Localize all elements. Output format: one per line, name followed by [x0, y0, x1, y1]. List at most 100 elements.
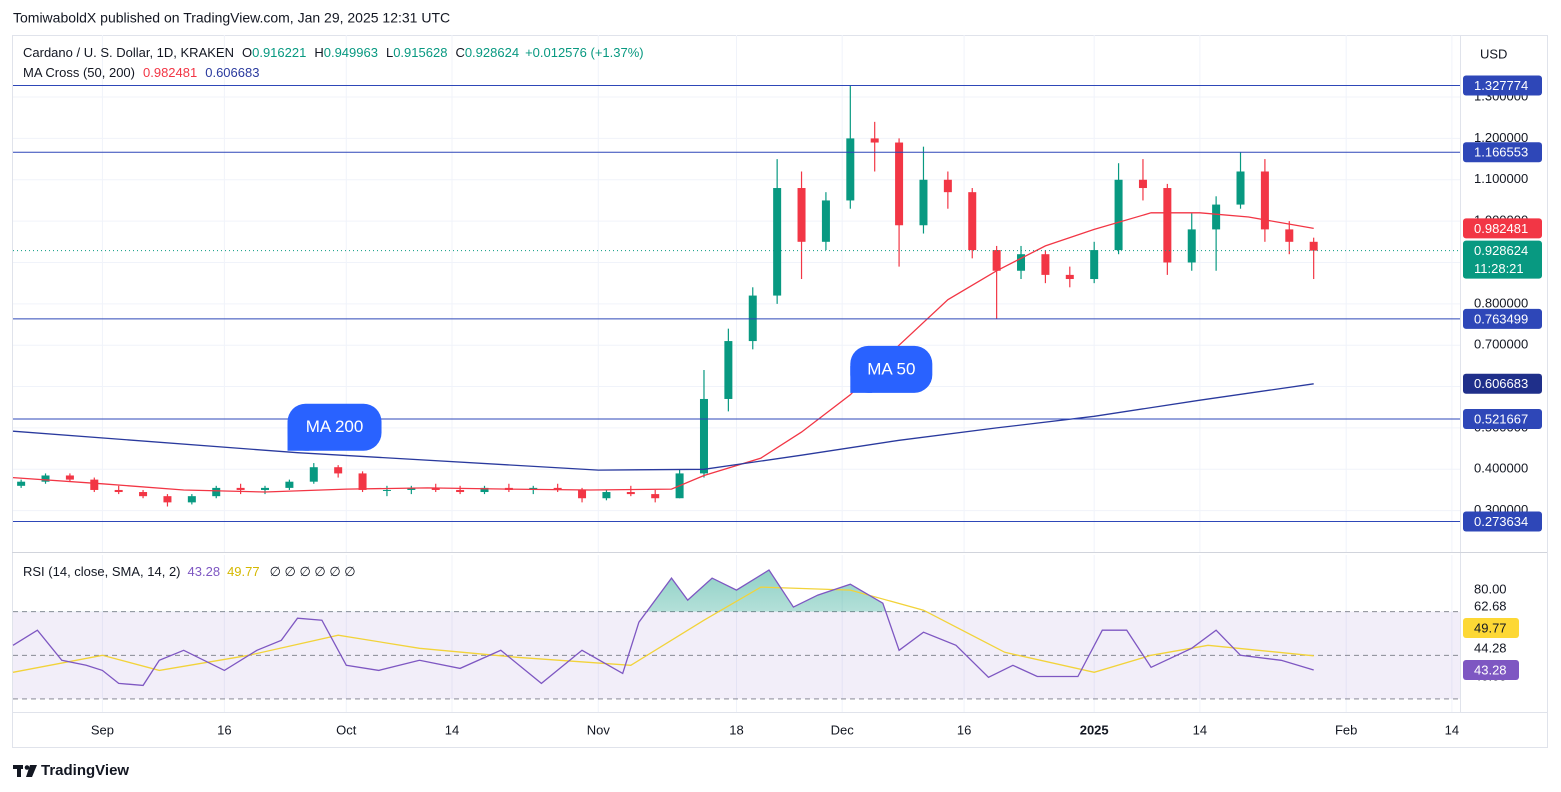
ohlc-key: O [242, 45, 252, 60]
x-tick-label: Dec [831, 722, 855, 737]
candle-body [1260, 171, 1269, 230]
axis-labels: 1.327774 1.166553 0.763499 0.521667 0.273634… [1463, 75, 1542, 684]
y-tick-label: 0.700000 [1474, 337, 1528, 352]
logo [13, 765, 37, 777]
rsi-overbought-fill [646, 570, 886, 612]
rsi-line [12, 586, 1314, 673]
candle-body [407, 487, 416, 490]
rsi-tick-label: 80.00 [1474, 581, 1507, 596]
rsi-value-box [1463, 618, 1519, 638]
candle-body [870, 138, 879, 143]
logo-stem [17, 765, 21, 777]
candle-body [114, 489, 123, 493]
candle-body [943, 179, 952, 193]
candle-body [651, 494, 660, 499]
candle-body [431, 487, 440, 490]
candle-body [919, 179, 928, 226]
ma-line [12, 383, 1314, 471]
candle-body [724, 341, 733, 399]
candle-body [773, 188, 782, 296]
candle-body [748, 295, 757, 342]
candle-body [968, 192, 977, 251]
y-tick-label: 0.400000 [1474, 461, 1528, 476]
rsi-axis-value: 44.28 [1474, 640, 1507, 655]
logo-dot [24, 765, 30, 770]
x-tick-label: 16 [217, 722, 231, 737]
indicator-title: MA Cross (50, 200) [23, 65, 135, 80]
candle-body [992, 250, 1001, 271]
chart-frame [12, 35, 1548, 748]
y-tick-label: 1.200000 [1474, 130, 1528, 145]
y-tick-label: 0.800000 [1474, 295, 1528, 310]
ma-bubble-tail [850, 365, 873, 393]
candle-body [236, 487, 245, 490]
candle-body [358, 473, 367, 490]
ohlc-key: H [314, 45, 323, 60]
candle-body [1163, 188, 1172, 263]
x-tick-label: 2025 [1080, 722, 1109, 737]
candle-body [212, 487, 221, 497]
candle-body [309, 467, 318, 482]
ma-legend-value: 0.606683 [205, 65, 259, 80]
ohlc-key: L [386, 45, 393, 60]
price-change: +0.012576 (+1.37%) [525, 45, 644, 60]
ma-price-label: 0.982481 [1474, 221, 1528, 236]
candle-body [699, 398, 708, 474]
last-price-label: 0.928624 [1474, 243, 1528, 258]
candle-body [1187, 229, 1196, 263]
rsi-title: RSI (14, close, SMA, 14, 2) [23, 564, 181, 579]
ma-bubble-tail [287, 423, 310, 451]
rsi-legend-value: 43.28 [188, 564, 221, 579]
candle-body [821, 200, 830, 242]
publisher-line: TomiwaboldX published on TradingView.com… [13, 10, 450, 26]
candle-body [187, 496, 196, 503]
logo-slash [26, 765, 37, 777]
ma-bubble-label: MA 200 [306, 417, 364, 436]
x-tick-label: Feb [1335, 722, 1357, 737]
level-price-label: 0.763499 [1474, 311, 1528, 326]
x-tick-label: 16 [957, 722, 971, 737]
rsi-legend-value: 49.77 [227, 564, 260, 579]
candle-body [285, 481, 294, 488]
rsi-legend: RSI (14, close, SMA, 14, 2) 43.28 49.77 ∅ ∅… [23, 564, 356, 579]
price-label-box [1463, 142, 1542, 163]
level-price-label: 1.166553 [1474, 145, 1528, 160]
price-label-box [1463, 75, 1542, 96]
rsi-pane [12, 569, 1460, 700]
candle-body [846, 138, 855, 201]
candle-body [1212, 204, 1221, 230]
candle-body [1285, 229, 1294, 242]
level-price-label: 0.273634 [1474, 514, 1528, 529]
candle-body [1041, 254, 1050, 275]
candle-body [382, 489, 391, 491]
candle-body [65, 475, 74, 480]
ohlc-value: 0.915628 [393, 45, 447, 60]
ma-line [12, 212, 1314, 493]
y-tick-label: 1.100000 [1474, 171, 1528, 186]
price-legend: Cardano / U. S. Dollar, 1D, KRAKEN O0.916… [23, 45, 644, 60]
ma-price-label: 0.606683 [1474, 376, 1528, 391]
countdown-label: 11:28:21 [1474, 261, 1524, 276]
ohlc-key: C [455, 45, 464, 60]
rsi-legend-extra: ∅ ∅ ∅ ∅ ∅ ∅ [270, 564, 356, 579]
ohlc-value: 0.949963 [324, 45, 378, 60]
candle-body [602, 492, 611, 499]
candle-body [1017, 254, 1026, 271]
x-tick-label: 14 [1445, 722, 1459, 737]
level-price-label: 1.327774 [1474, 78, 1528, 93]
candle-body [553, 487, 562, 490]
candle-body [480, 487, 489, 493]
price-label-box [1463, 373, 1542, 394]
grid [13, 35, 1460, 712]
candle-body [1236, 171, 1245, 205]
rsi-value-label: 49.77 [1474, 620, 1507, 635]
candle-body [163, 496, 172, 503]
candle-body [261, 487, 270, 490]
candle-body [895, 142, 904, 226]
currency-label: USD [1480, 46, 1507, 61]
ohlc-value: 0.916221 [252, 45, 306, 60]
candle-body [139, 492, 148, 497]
candle-body [334, 467, 343, 474]
